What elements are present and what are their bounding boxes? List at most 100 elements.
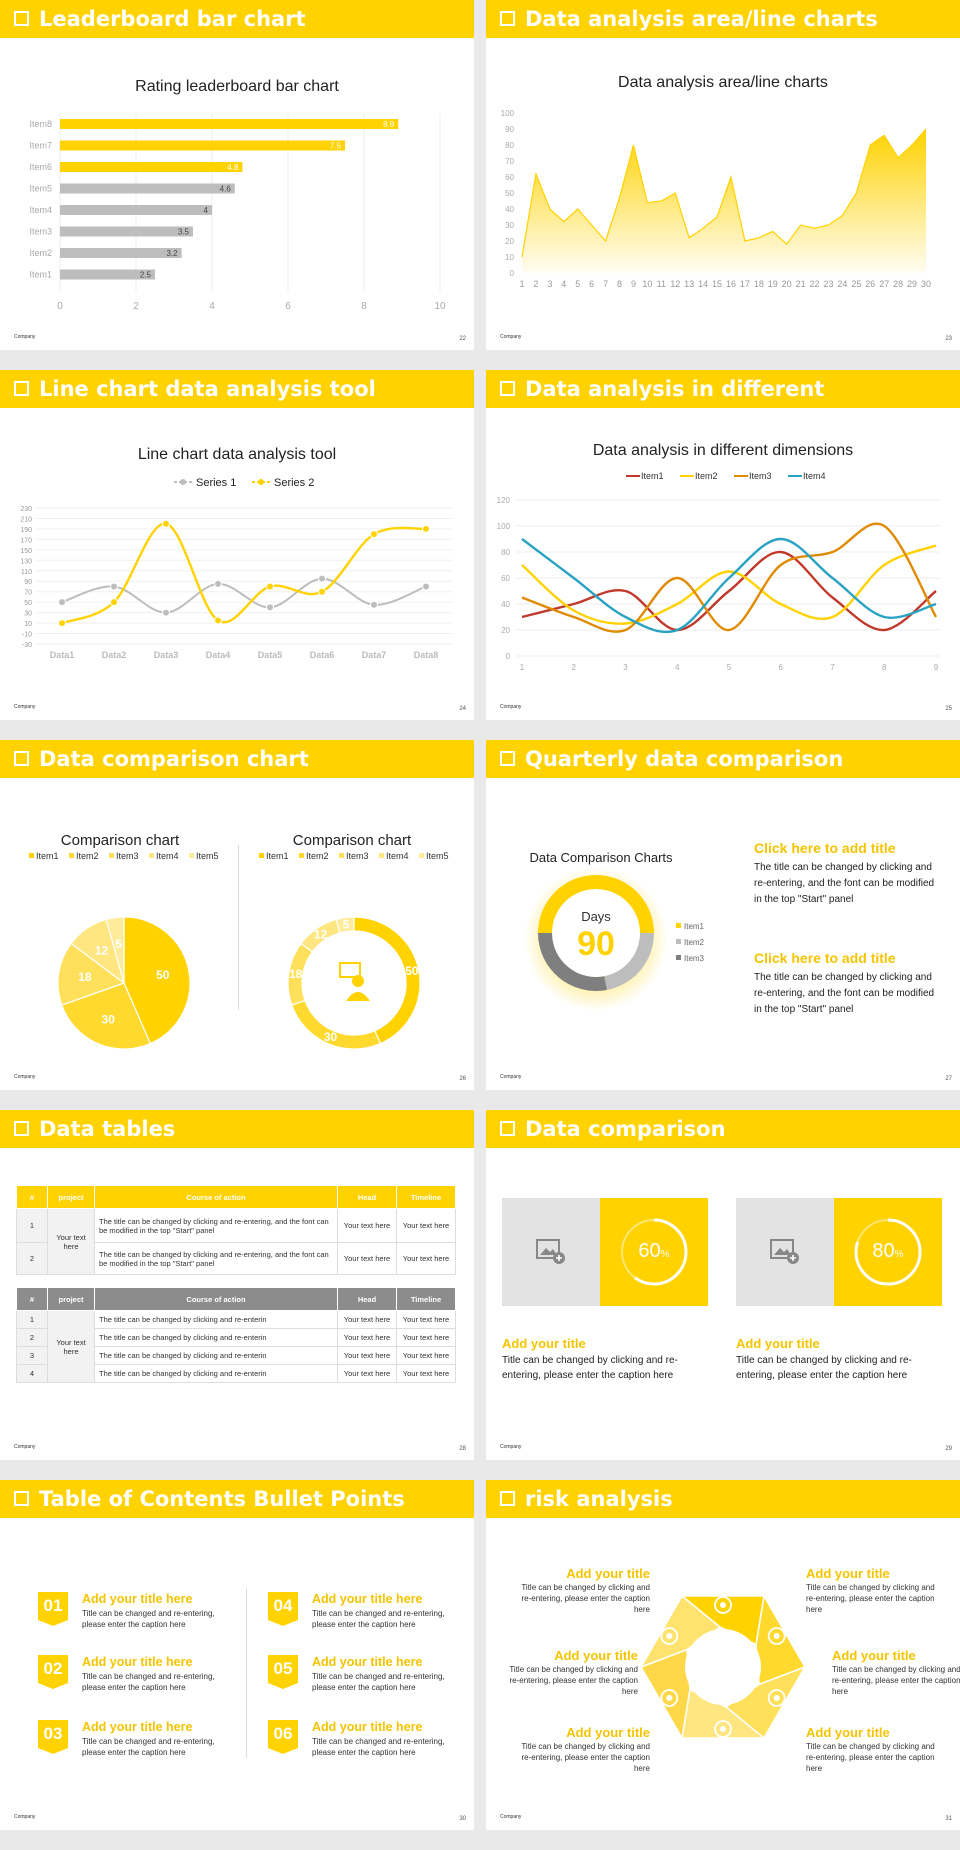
ring-progress xyxy=(620,1218,688,1286)
risk-text: Title can be changed by clicking and re-… xyxy=(806,1742,935,1773)
slide-header: Line chart data analysis tool xyxy=(0,370,474,408)
col-header: project xyxy=(47,1185,95,1209)
cell: Your text here xyxy=(396,1242,456,1275)
cell: Your text here xyxy=(337,1242,397,1275)
x-tick-label: 30 xyxy=(921,279,931,289)
y-tick-label: 70 xyxy=(24,590,32,597)
legend-label: Item3 xyxy=(116,851,139,861)
y-tick-label: 30 xyxy=(505,221,514,230)
x-tick-label: 7 xyxy=(603,279,608,289)
toc-number: 03 xyxy=(38,1720,68,1754)
y-tick-label: 100 xyxy=(501,109,515,118)
toc-title: Add your title here xyxy=(312,1655,423,1669)
chart-title: Data analysis in different dimensions xyxy=(592,442,854,459)
bar xyxy=(60,119,399,129)
x-tick-label: 10 xyxy=(434,301,446,312)
data-point xyxy=(214,579,222,588)
slide-risk-analysis: risk analysis Add your title Title can be… xyxy=(486,1480,960,1830)
col-header: # xyxy=(16,1185,48,1209)
page-number: 29 xyxy=(945,1446,952,1452)
x-tick-label: Data1 xyxy=(50,650,75,660)
cell: The title can be changed by clicking and… xyxy=(94,1364,338,1383)
data-point xyxy=(214,616,222,625)
legend-label: Item3 xyxy=(346,851,369,861)
table-row: 4 The title can be changed by clicking a… xyxy=(16,1364,456,1383)
cell: Your text here xyxy=(47,1208,95,1275)
money-bag-icon xyxy=(714,1596,732,1614)
bar xyxy=(60,183,235,194)
slide-header: Data tables xyxy=(0,1110,474,1148)
slide-data-tables: Data tables # project Course of action H… xyxy=(0,1110,474,1460)
toc-number: 04 xyxy=(268,1592,298,1626)
bar xyxy=(60,205,212,215)
data-point xyxy=(370,600,378,609)
col-header: Timeline xyxy=(396,1185,456,1209)
slide-title: Data analysis in different dimensions xyxy=(500,377,825,439)
cell: Your text here xyxy=(337,1328,397,1347)
x-tick-label: Data6 xyxy=(310,650,335,660)
y-tick-label: 80 xyxy=(505,141,514,150)
y-tick-label: 20 xyxy=(505,237,514,246)
line-chart: Series 1 Series 2 -30 -10 10 30 50 70 90 110 130 15… xyxy=(20,477,452,660)
caption-block: Add your title Title can be changed by c… xyxy=(502,1336,702,1383)
risk-item[interactable]: Add your title Title can be changed by cl… xyxy=(510,1566,650,1615)
checkbox-icon xyxy=(500,1490,515,1506)
caption-title[interactable]: Add your title xyxy=(502,1336,586,1351)
pie-chart-icon xyxy=(714,1720,732,1738)
cell: Your text here xyxy=(47,1310,95,1383)
slide-toc: Table of Contents Bullet Points 01 Add yo… xyxy=(0,1480,474,1830)
legend-marker xyxy=(180,479,186,485)
x-tick-label: 13 xyxy=(684,279,694,289)
table-row: 2 The title can be changed by clicking a… xyxy=(16,1242,456,1275)
percent-unit: % xyxy=(660,1249,670,1260)
col-header: Head xyxy=(337,1185,397,1209)
risk-title: Add your title xyxy=(806,1725,890,1740)
risk-item[interactable]: Add your title Title can be changed by cl… xyxy=(806,1725,946,1774)
y-tick-label: 10 xyxy=(505,253,514,262)
block-title[interactable]: Click here to add title xyxy=(754,840,896,856)
risk-item[interactable]: Add your title Title can be changed by cl… xyxy=(832,1648,960,1697)
col-header: Timeline xyxy=(396,1287,456,1311)
y-tick-label: 210 xyxy=(20,516,32,523)
percent-number: 60 xyxy=(638,1240,661,1262)
logo: Company xyxy=(14,1074,36,1080)
toc-number: 06 xyxy=(268,1720,298,1754)
risk-item[interactable]: Add your title Title can be changed by cl… xyxy=(498,1648,638,1697)
data-label: 4.8 xyxy=(227,163,239,172)
caption-title[interactable]: Add your title xyxy=(736,1336,820,1351)
data-table-gray: # project Course of action Head Timeline… xyxy=(16,1287,456,1383)
x-tick-label: 3 xyxy=(547,279,552,289)
x-tick-label: 9 xyxy=(631,279,636,289)
block-title[interactable]: Click here to add title xyxy=(754,950,896,966)
slice-label: 5 xyxy=(115,937,122,951)
data-point xyxy=(58,598,66,607)
toc-number: 02 xyxy=(38,1655,68,1689)
chart-title: Line chart data analysis tool xyxy=(137,446,337,463)
x-tick-label: 1 xyxy=(520,663,525,672)
image-placeholder[interactable] xyxy=(736,1198,834,1306)
pie-slice xyxy=(123,916,191,1045)
checkbox-icon xyxy=(14,1120,29,1136)
pie-slice xyxy=(57,942,126,1006)
x-tick-label: 2 xyxy=(572,663,577,672)
category-label: Item2 xyxy=(29,248,52,258)
risk-item[interactable]: Add your title Title can be changed by cl… xyxy=(510,1725,650,1774)
cell: Your text here xyxy=(396,1310,456,1329)
data-label: 3.5 xyxy=(178,228,190,237)
legend-label: Series 1 xyxy=(196,477,236,489)
percent-panel: 80% xyxy=(834,1198,942,1306)
data-point xyxy=(422,524,430,533)
caption-block: Add your title Title can be changed by c… xyxy=(736,1336,936,1383)
cell: 4 xyxy=(16,1364,48,1383)
slide-line-tool: Line chart data analysis tool Line chart… xyxy=(0,370,474,720)
chart-title: Comparison chart xyxy=(60,832,180,849)
x-tick-label: 2 xyxy=(133,301,139,312)
legend-label: Item2 xyxy=(76,851,99,861)
category-label: Item8 xyxy=(29,119,52,129)
checkbox-icon xyxy=(14,380,29,396)
image-placeholder[interactable] xyxy=(502,1198,600,1306)
cell: Your text here xyxy=(396,1208,456,1243)
risk-item[interactable]: Add your title Title can be changed by cl… xyxy=(806,1566,946,1615)
